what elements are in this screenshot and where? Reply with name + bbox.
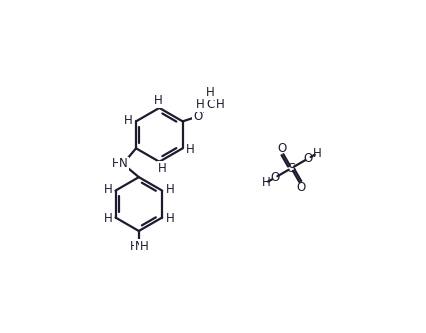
Text: H: H: [130, 240, 138, 253]
Text: H: H: [140, 240, 148, 253]
Text: N: N: [119, 158, 128, 170]
Text: O: O: [193, 110, 202, 123]
Text: H: H: [313, 147, 321, 160]
Text: H: H: [112, 158, 121, 170]
Text: H: H: [216, 98, 225, 111]
Text: O: O: [303, 152, 313, 165]
Text: O: O: [270, 171, 279, 184]
Text: O: O: [296, 181, 305, 194]
Text: H: H: [165, 212, 174, 225]
Text: H: H: [104, 183, 112, 196]
Text: H: H: [262, 176, 270, 189]
Text: C: C: [206, 98, 214, 111]
Text: H: H: [206, 86, 215, 99]
Text: S: S: [287, 162, 296, 175]
Text: H: H: [124, 114, 133, 127]
Text: H: H: [186, 143, 195, 156]
Text: O: O: [277, 142, 286, 155]
Text: H: H: [165, 183, 174, 196]
Text: H: H: [104, 212, 112, 225]
Text: H: H: [154, 94, 162, 107]
Text: N: N: [135, 240, 143, 253]
Text: H: H: [196, 98, 204, 111]
Text: H: H: [158, 163, 166, 175]
